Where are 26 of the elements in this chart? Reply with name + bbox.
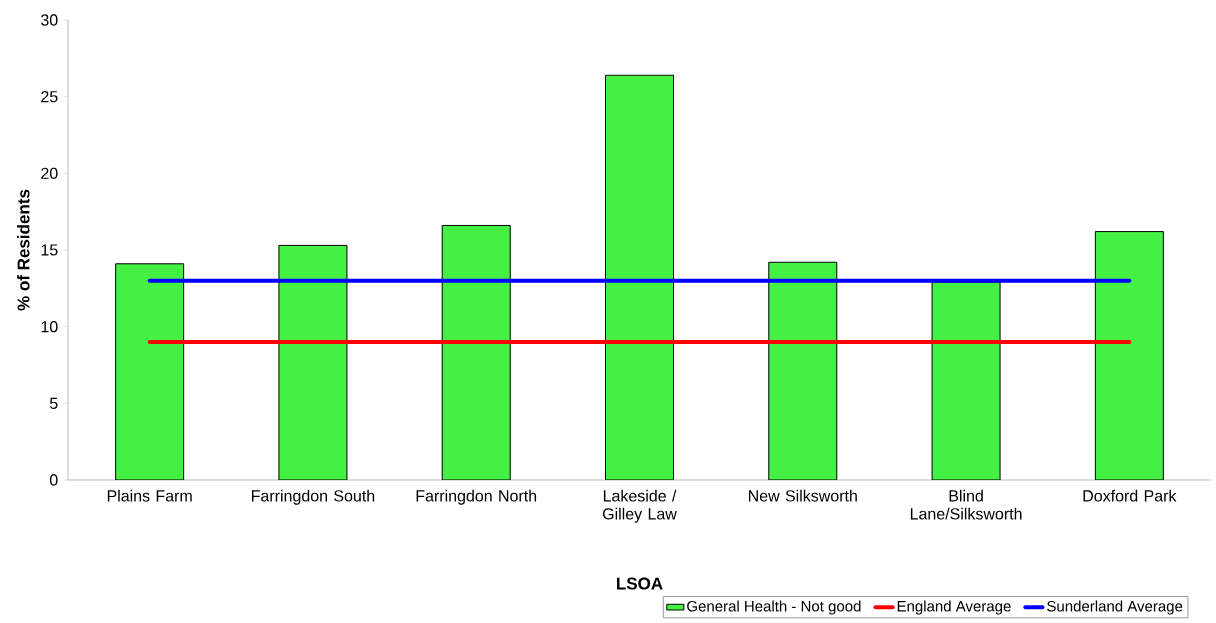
y-tick-label: 25 — [41, 91, 58, 103]
bar — [605, 74, 674, 480]
x-tick-label: Blind Lane/Silksworth — [910, 489, 1022, 520]
x-axis-title: LSOA — [617, 577, 663, 590]
x-tick-label: Farringdon South — [251, 489, 375, 505]
bar — [1094, 231, 1164, 480]
legend-label: General Health - Not good — [687, 600, 861, 615]
x-tick-label: Plains Farm — [107, 489, 192, 502]
y-tick-label: 15 — [41, 244, 58, 256]
bar — [278, 244, 348, 480]
bar — [931, 281, 1001, 480]
y-tick-label: 30 — [41, 14, 58, 26]
y-tick-label: 10 — [41, 321, 58, 333]
y-tick-label: 5 — [49, 397, 58, 409]
legend-label: England Average — [897, 600, 1011, 615]
legend-label: Sunderland Average — [1047, 600, 1183, 615]
x-tick-label: Lakeside / Gilley Law — [602, 489, 677, 523]
x-tick-label: New Silksworth — [748, 489, 857, 502]
x-tick-label: Doxford Park — [1083, 489, 1177, 502]
y-axis-title: % of Residents — [17, 189, 30, 311]
y-tick-label: 0 — [49, 474, 58, 486]
bar — [768, 261, 838, 480]
bar — [441, 224, 511, 480]
x-tick-label: Farringdon North — [416, 489, 537, 505]
y-tick-label: 20 — [41, 167, 58, 179]
bar — [115, 263, 185, 480]
